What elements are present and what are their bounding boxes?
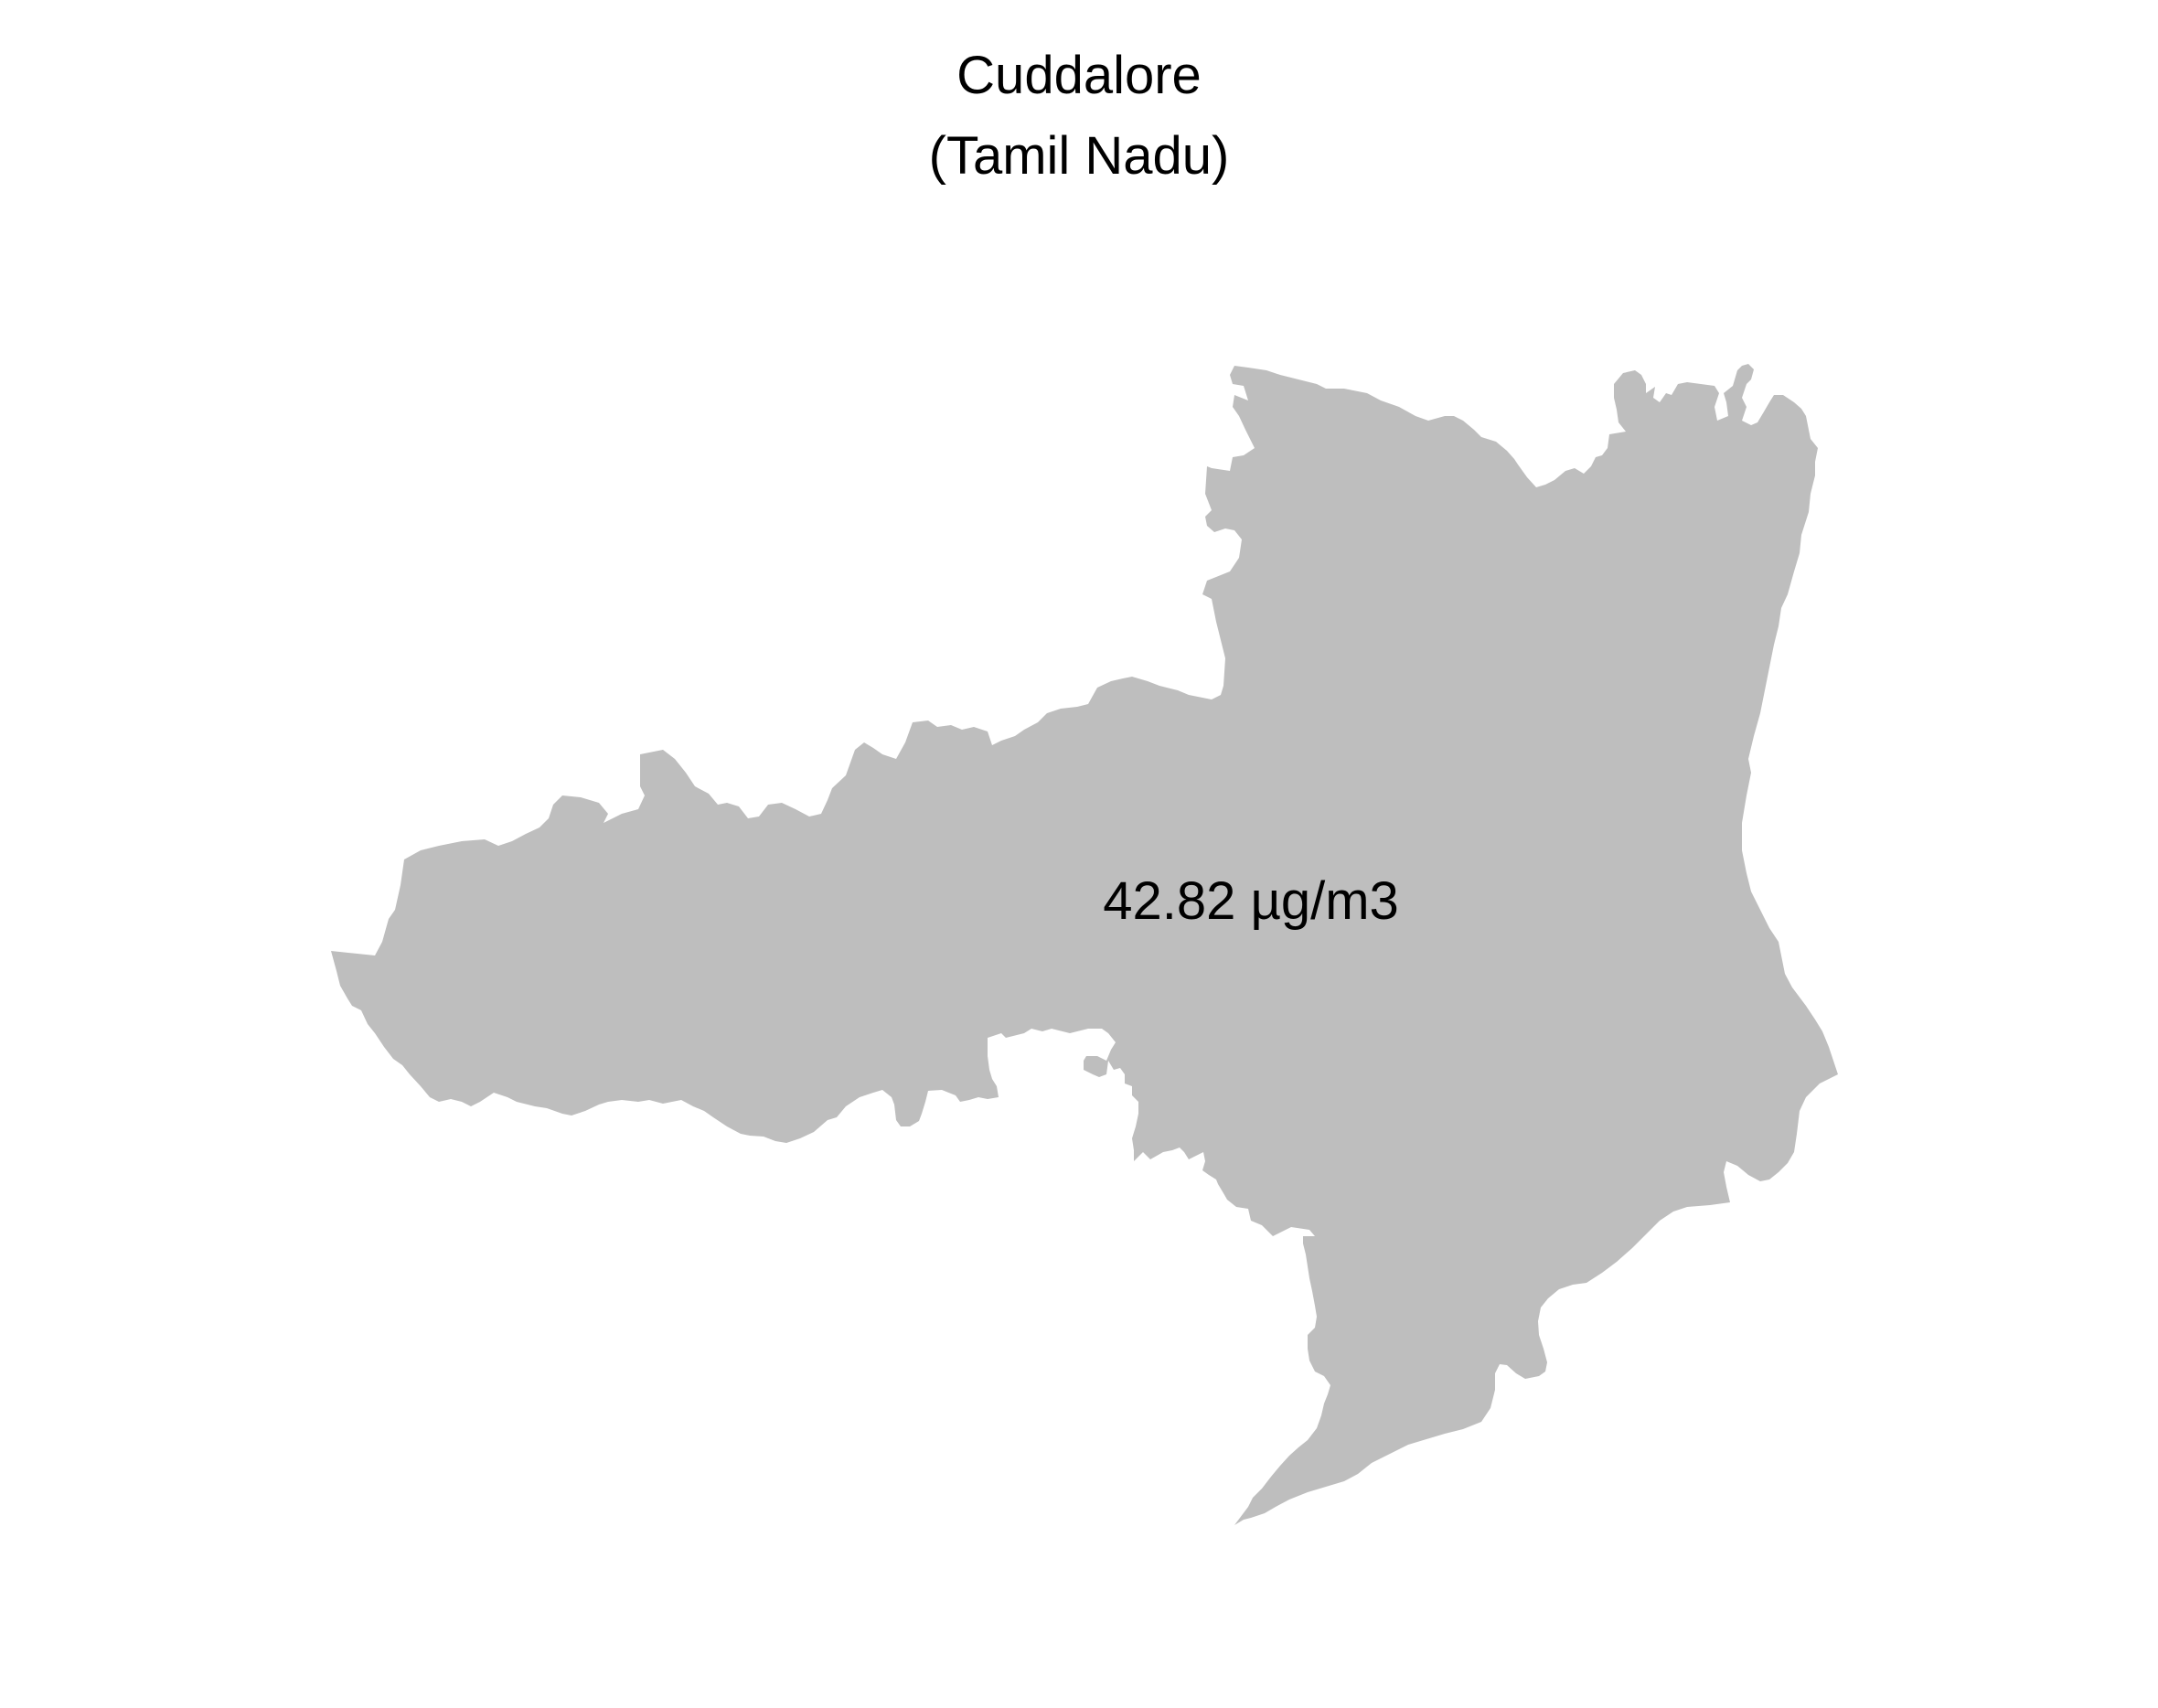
map-subtitle: (Tamil Nadu) [929,126,1230,186]
district-region [331,364,1838,1525]
map-title: Cuddalore [956,46,1202,105]
region-value-label: 42.82 µg/m3 [1103,871,1399,931]
